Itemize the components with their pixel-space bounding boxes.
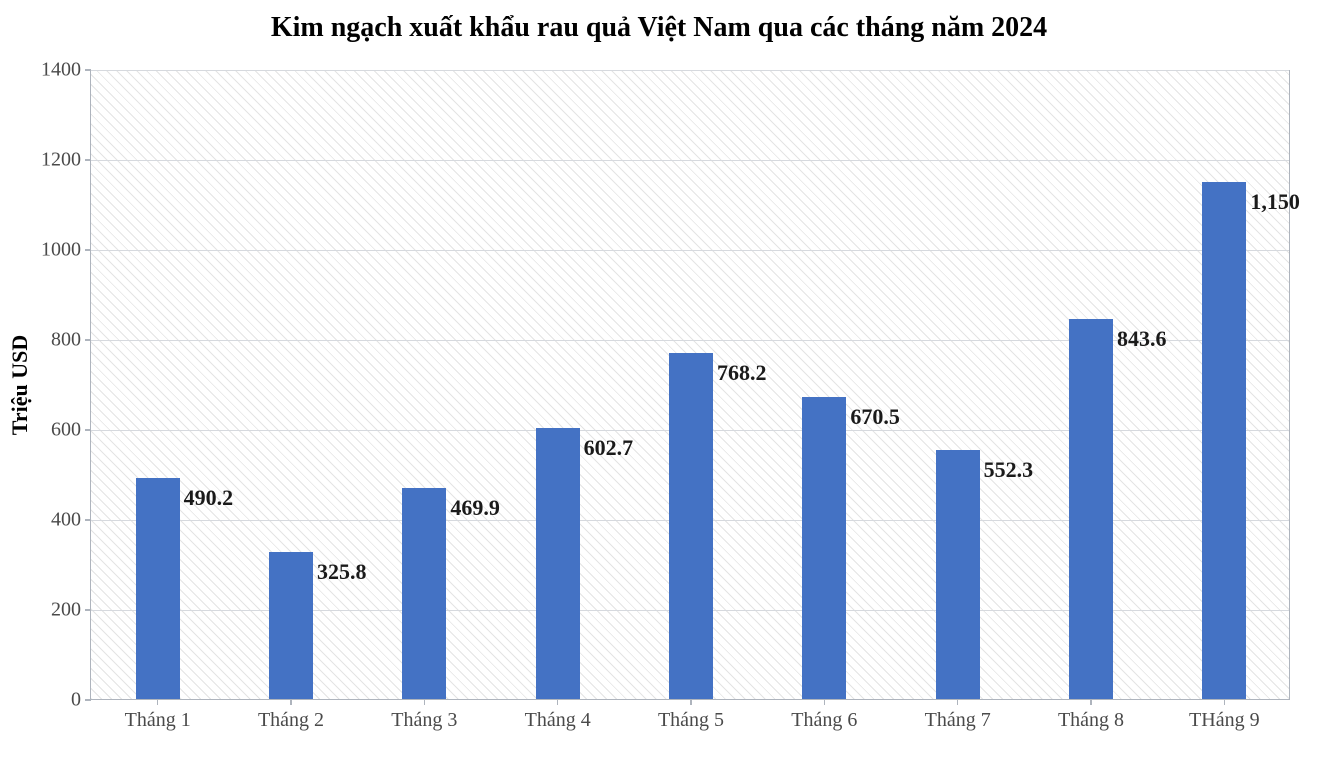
y-tick-label: 1000: [41, 239, 91, 262]
x-tick-label: Tháng 6: [791, 699, 857, 732]
bar: [136, 478, 180, 699]
bar-value-label: 325.8: [317, 559, 367, 585]
chart-title: Kim ngạch xuất khẩu rau quả Việt Nam qua…: [0, 0, 1318, 44]
y-tick-label: 600: [51, 419, 91, 442]
x-tick-label: Tháng 4: [525, 699, 591, 732]
y-tick-label: 1200: [41, 149, 91, 172]
x-tick-label: THáng 9: [1189, 699, 1260, 732]
y-axis-label: Triệu USD: [7, 335, 33, 435]
x-tick-label: Tháng 8: [1058, 699, 1124, 732]
bar: [1069, 319, 1113, 699]
x-tick-label: Tháng 7: [925, 699, 991, 732]
x-tick-label: Tháng 3: [391, 699, 457, 732]
bars-group: 490.2 325.8 469.9 602.7 768.2 670.5 552.3 843.6…: [91, 70, 1289, 699]
x-tick-label: Tháng 1: [125, 699, 191, 732]
bar-value-label: 469.9: [450, 495, 500, 521]
plot-frame: 490.2 325.8 469.9 602.7 768.2 670.5 552.3 843.6…: [90, 70, 1290, 700]
bar-value-label: 670.5: [850, 404, 900, 430]
chart-container: Kim ngạch xuất khẩu rau quả Việt Nam qua…: [0, 0, 1318, 770]
bar: [402, 488, 446, 699]
bar-value-label: 602.7: [584, 435, 634, 461]
bar-value-label: 768.2: [717, 360, 767, 386]
y-tick-label: 0: [71, 689, 91, 712]
bar-value-label: 843.6: [1117, 326, 1167, 352]
bar: [269, 552, 313, 699]
bar: [802, 397, 846, 699]
y-tick-label: 1400: [41, 59, 91, 82]
bar: [936, 450, 980, 699]
bar-value-label: 552.3: [984, 457, 1034, 483]
y-tick-label: 800: [51, 329, 91, 352]
x-tick-label: Tháng 5: [658, 699, 724, 732]
x-tick-label: Tháng 2: [258, 699, 324, 732]
bar-value-label: 1,150: [1250, 189, 1300, 215]
y-tick-label: 400: [51, 509, 91, 532]
bar: [1202, 182, 1246, 700]
bar: [669, 353, 713, 699]
y-tick-label: 200: [51, 599, 91, 622]
bar-value-label: 490.2: [184, 485, 234, 511]
plot-area: 490.2 325.8 469.9 602.7 768.2 670.5 552.3 843.6…: [90, 70, 1290, 700]
bar: [536, 428, 580, 699]
